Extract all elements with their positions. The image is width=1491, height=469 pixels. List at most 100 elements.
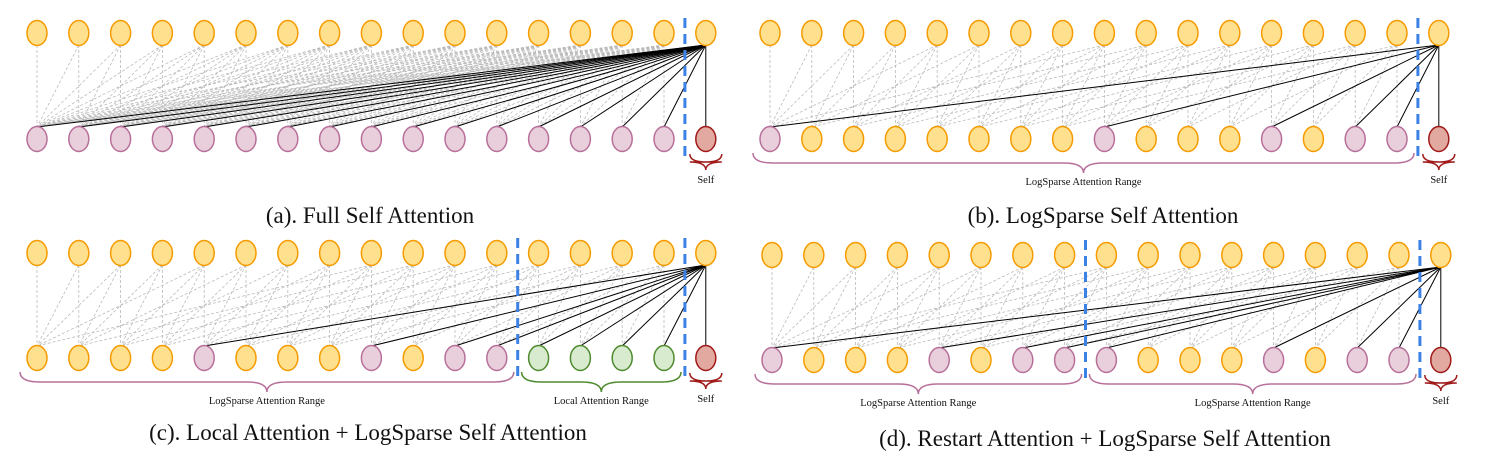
local-node (527, 344, 550, 372)
background-connection (412, 264, 456, 347)
background-connection (855, 266, 898, 349)
input-node (695, 239, 717, 267)
input-node (235, 19, 257, 47)
background-connection (1146, 44, 1314, 128)
background-connection (1315, 266, 1358, 349)
background-connection (36, 44, 330, 128)
input-node (611, 19, 633, 47)
attention-line (1022, 266, 1441, 349)
attended-node (151, 125, 174, 153)
unattended-node (968, 125, 990, 153)
background-connection (120, 44, 581, 128)
attention-line (162, 44, 706, 128)
attention-line (580, 264, 707, 347)
background-connection (36, 44, 456, 128)
background-connection (1147, 266, 1191, 349)
input-node (926, 19, 948, 47)
unattended-node (318, 344, 341, 372)
self-brace (1422, 153, 1456, 171)
logsparse-range-label: LogSparse Attention Range (1025, 177, 1141, 188)
background-connection (771, 266, 856, 349)
attended-node (402, 125, 424, 153)
background-connection (1229, 44, 1272, 128)
attended-node (486, 125, 508, 153)
input-node (1262, 241, 1285, 269)
panel-c: Self LogSparse Attention Range Local Atten… (19, 238, 723, 407)
panel-b: Self LogSparse Attention Range (752, 18, 1456, 188)
attention-line (1106, 266, 1441, 349)
input-node (611, 239, 633, 267)
background-connection (36, 44, 205, 128)
background-connection (538, 264, 623, 347)
unattended-node (1051, 125, 1074, 153)
background-connection (769, 44, 813, 128)
background-connection (120, 264, 456, 347)
input-node (1260, 19, 1283, 47)
self-node (1430, 346, 1452, 374)
background-connection (1354, 44, 1398, 128)
background-connection (78, 44, 121, 128)
background-connection (580, 44, 665, 128)
background-connection (204, 44, 665, 128)
background-connection (811, 44, 980, 128)
background-connection (1313, 44, 1356, 128)
attended-node (1262, 346, 1285, 374)
input-node (26, 239, 48, 267)
background-connection (1062, 44, 1230, 128)
self-node (1428, 125, 1450, 153)
background-connection (203, 264, 247, 347)
background-connection (496, 264, 581, 347)
background-connection (1187, 44, 1272, 128)
self-label: Self (1432, 396, 1449, 407)
background-connection (454, 264, 498, 347)
unattended-node (109, 344, 132, 372)
input-node (803, 241, 825, 269)
background-connection (1271, 44, 1356, 128)
attended-node (761, 346, 783, 374)
attended-node (235, 125, 257, 153)
input-node (1304, 241, 1327, 269)
input-node (1302, 19, 1325, 47)
local-node (653, 344, 675, 372)
attended-node (1260, 125, 1283, 153)
background-connection (36, 44, 372, 128)
background-connection (1189, 266, 1233, 349)
background-connection (36, 44, 497, 128)
attention-line (1104, 44, 1439, 128)
attention-line (496, 44, 706, 128)
self-label: Self (1430, 175, 1447, 186)
attended-node (1344, 125, 1366, 153)
input-node (1177, 19, 1199, 47)
unattended-node (1304, 346, 1327, 374)
background-connection (78, 264, 414, 347)
attended-node (759, 125, 781, 153)
background-connection (36, 264, 205, 347)
background-connection (769, 44, 938, 128)
attention-line (287, 44, 706, 128)
self-node (695, 344, 717, 372)
logsparse-range-brace (754, 373, 1083, 395)
attention-line (769, 44, 1439, 128)
unattended-node (970, 346, 992, 374)
background-connection (897, 266, 940, 349)
background-connection (1356, 266, 1400, 349)
background-connection (78, 44, 497, 128)
attended-node (193, 125, 215, 153)
local-node (611, 344, 633, 372)
background-connection (1273, 266, 1358, 349)
background-connection (853, 44, 1189, 128)
input-node (193, 239, 215, 267)
background-connection (36, 44, 414, 128)
attended-node (360, 125, 383, 153)
background-connection (162, 44, 623, 128)
attended-node (444, 344, 466, 372)
attention-line (454, 264, 706, 347)
input-node (486, 239, 508, 267)
input-node (360, 19, 383, 47)
input-node (193, 19, 215, 47)
background-connection (855, 266, 1191, 349)
background-connection (78, 44, 623, 128)
input-node (970, 241, 992, 269)
attention-line (538, 264, 707, 347)
input-node (26, 19, 48, 47)
